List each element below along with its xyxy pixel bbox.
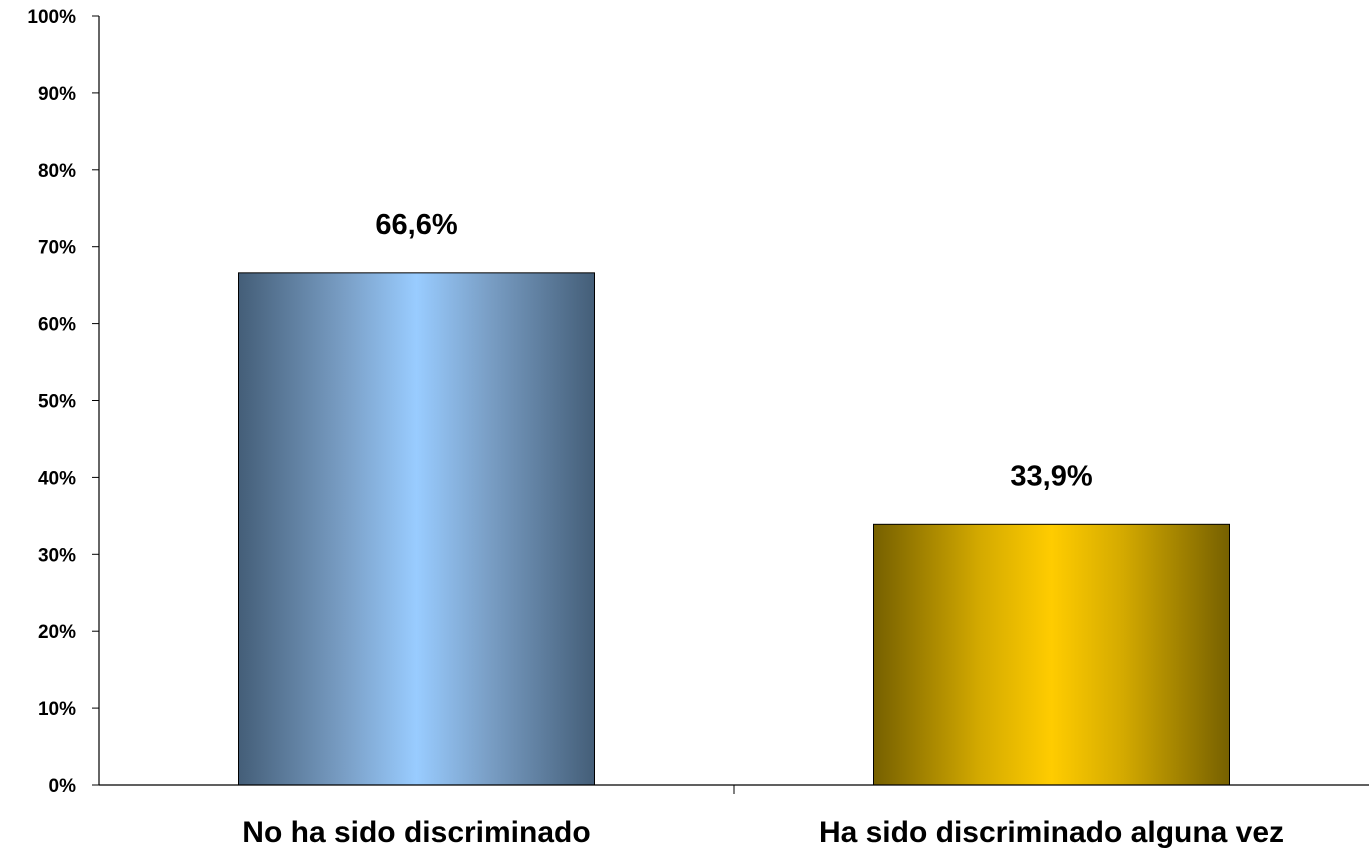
data-labels: 66,6% 33,9% xyxy=(375,209,1092,492)
y-tick-label: 40% xyxy=(38,468,76,489)
y-tick-label: 50% xyxy=(38,392,76,413)
y-tick-label: 80% xyxy=(38,161,76,182)
axes xyxy=(98,16,1369,794)
bar-0 xyxy=(238,272,595,786)
y-tick-label: 0% xyxy=(49,776,77,797)
data-label-1: 33,9% xyxy=(1010,460,1092,492)
y-tick-label: 60% xyxy=(38,315,76,336)
x-category-label-1: Ha sido discriminado alguna vez xyxy=(819,816,1284,849)
x-axis-categories: No ha sido discriminado Ha sido discrimin… xyxy=(242,816,1284,849)
x-category-label-0: No ha sido discriminado xyxy=(242,816,590,849)
y-tick-label: 10% xyxy=(38,699,76,720)
bars xyxy=(238,272,1230,786)
data-label-0: 66,6% xyxy=(375,209,457,241)
y-tick-label: 70% xyxy=(38,238,76,259)
y-axis-ticks: 0% 10% 20% 30% 40% 50% 60% 70% 80% 90% 100% xyxy=(27,7,99,797)
y-tick-label: 20% xyxy=(38,622,76,643)
y-tick-label: 100% xyxy=(27,7,76,28)
y-tick-label: 90% xyxy=(38,84,76,105)
bar-1 xyxy=(873,523,1230,786)
y-tick-label: 30% xyxy=(38,545,76,566)
